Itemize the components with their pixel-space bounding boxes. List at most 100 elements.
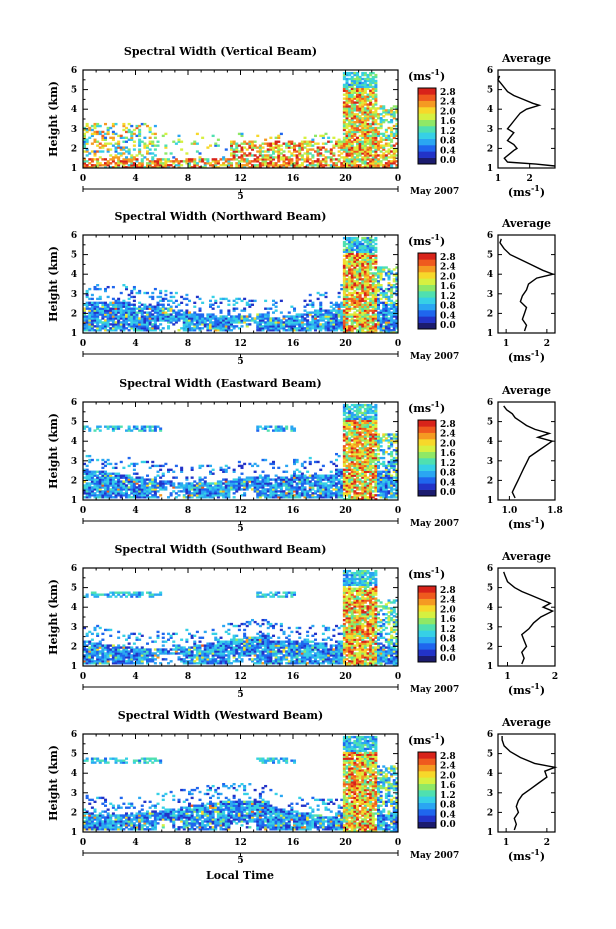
heatmap-cell [101,470,105,473]
heatmap-cell [350,160,354,163]
heatmap-cell [195,315,199,318]
heatmap-cell [335,484,339,487]
heatmap-cell [83,136,87,139]
heatmap-cell [106,309,110,312]
heatmap-cell [287,142,291,145]
heatmap-cell [342,142,346,145]
heatmap-cell [342,138,346,141]
heatmap-cell [224,494,228,497]
heatmap-cell [88,323,92,326]
heatmap-cell [256,164,260,167]
heatmap-cell [321,488,325,491]
heatmap-cell [119,323,123,326]
heatmap-cell [350,321,354,324]
colorbar-label: 0.8 [440,302,456,312]
heatmap-cell [332,164,336,167]
heatmap-cell [172,317,176,320]
heatmap-cell [306,152,310,155]
heatmap-cell [369,303,373,306]
heatmap-cell [230,146,234,149]
heatmap-cell [279,480,283,483]
heatmap-cell [185,486,189,489]
heatmap-cell [371,79,375,83]
heatmap-cell [266,494,270,497]
heatmap-cell [374,87,378,90]
heatmap-cell [377,317,381,320]
heatmap-cell [314,484,318,487]
heatmap-cell [356,152,360,155]
heatmap-cell [146,311,150,314]
heatmap-cell [98,472,102,475]
heatmap-cell [90,313,94,316]
heatmap-cell [109,329,113,332]
heatmap-cell [167,313,171,316]
heatmap-cell [345,451,349,454]
heatmap-cell [390,285,394,289]
heatmap-cell [350,107,354,110]
heatmap-cell [132,323,136,326]
heatmap-cell [329,311,333,314]
heatmap-cell [358,329,362,332]
heatmap-cell [361,146,365,149]
heatmap-cell [342,494,346,497]
heatmap-cell [356,91,360,94]
heatmap-cell [143,144,147,147]
heatmap-cell [146,150,150,153]
heatmap-cell [227,496,231,499]
heatmap-cell [335,142,339,145]
heatmap-cell [274,329,278,332]
heatmap-cell [96,478,100,481]
heatmap-cell [300,480,304,483]
heatmap-cell [369,268,373,271]
heatmap-cell [245,315,249,318]
heatmap-cell [369,284,373,287]
heatmap-cell [106,285,110,289]
heatmap-cell [361,246,365,250]
heatmap-cell [324,295,328,299]
heatmap-cell [193,160,197,163]
heatmap-cell [332,484,336,487]
heatmap-cell [348,309,352,312]
heatmap-cell [93,486,97,489]
heatmap-cell [321,293,325,297]
heatmap-cell [350,250,354,254]
heatmap-cell [219,309,223,312]
heatmap-cell [353,138,357,141]
heatmap-cell [282,156,286,159]
heatmap-cell [348,236,352,240]
heatmap-cell [269,488,273,491]
heatmap-cell [390,311,394,314]
heatmap-cell [371,313,375,316]
heatmap-cell [358,276,362,279]
heatmap-cell [185,484,189,487]
heatmap-cell [392,280,396,283]
heatmap-cell [361,317,365,320]
heatmap-cell [345,136,349,139]
heatmap-cell [379,154,383,157]
heatmap-cell [319,488,323,491]
heatmap-cell [314,323,318,326]
heatmap-cell [109,301,113,304]
heatmap-cell [106,472,110,475]
heatmap-cell [253,319,257,322]
heatmap-cell [222,327,226,330]
heatmap-cell [300,319,304,322]
heatmap-cell [240,464,244,468]
heatmap-cell [190,319,194,322]
heatmap-cell [143,325,147,328]
heatmap-cell [350,464,354,468]
colorbar-swatch [418,132,436,139]
heatmap-cell [358,152,362,155]
heatmap-cell [361,132,365,136]
heatmap-cell [222,329,226,332]
heatmap-cell [177,162,181,165]
heatmap-cell [96,425,100,428]
heatmap-cell [90,132,94,136]
heatmap-cell [300,144,304,147]
heatmap-cell [377,107,381,110]
heatmap-cell [256,486,260,489]
heatmap-cell [371,258,375,261]
heatmap-cell [98,478,102,481]
heatmap-cell [266,158,270,161]
heatmap-cell [300,148,304,151]
